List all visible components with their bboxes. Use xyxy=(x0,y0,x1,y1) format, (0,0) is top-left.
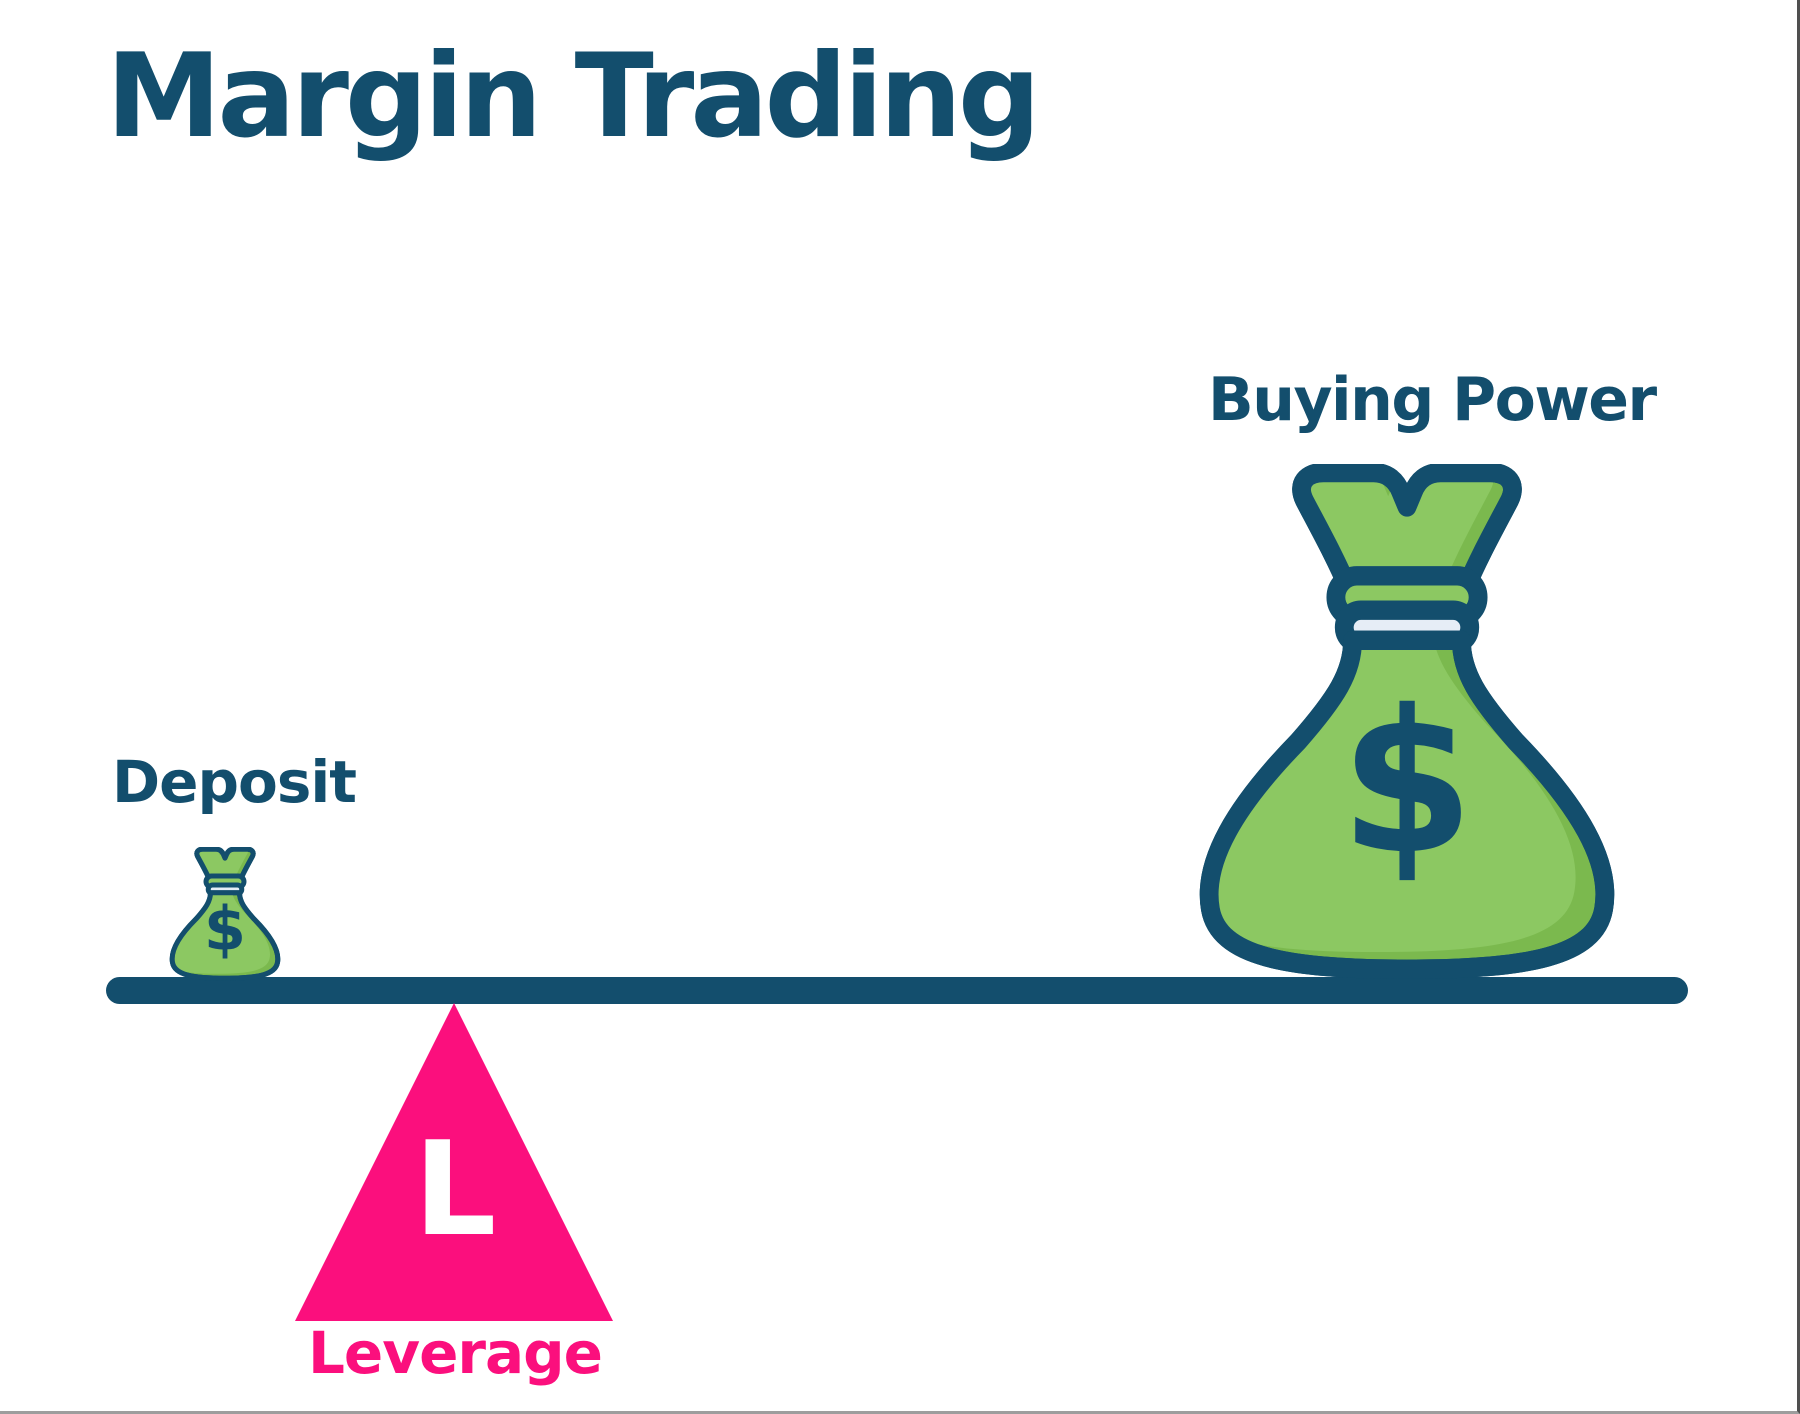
fulcrum-triangle xyxy=(295,1003,613,1321)
deposit-money-bag-icon: $ xyxy=(169,847,281,981)
leverage-label: Leverage xyxy=(307,1319,603,1387)
deposit-label: Deposit xyxy=(112,748,357,816)
dollar-sign-glyph: $ xyxy=(204,895,246,965)
dollar-sign-glyph: $ xyxy=(1340,669,1474,899)
page-title: Margin Trading xyxy=(106,29,1041,164)
fulcrum-letter: L xyxy=(413,1113,497,1265)
buying-power-money-bag-icon: $ xyxy=(1199,464,1615,979)
buying-power-label: Buying Power xyxy=(1208,365,1657,435)
lever-beam xyxy=(106,977,1688,1004)
leverage-fulcrum-icon xyxy=(295,1003,613,1321)
